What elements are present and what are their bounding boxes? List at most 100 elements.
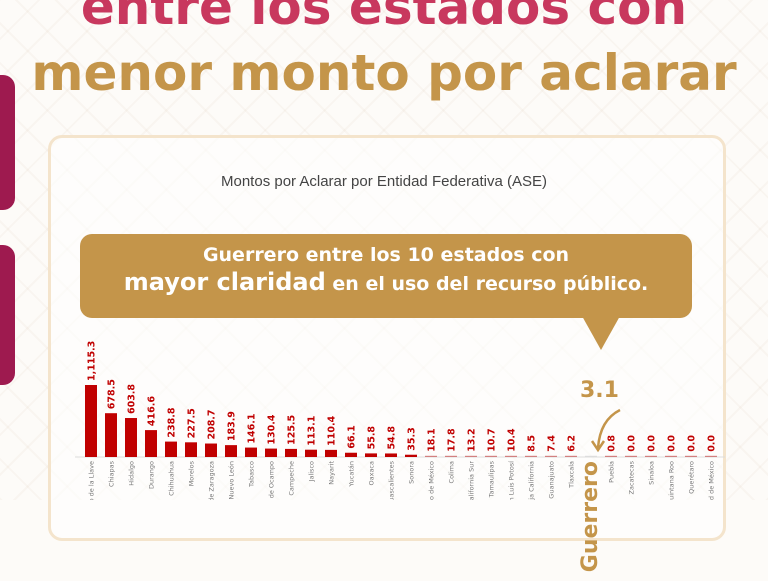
category-label: Estado de México [428,461,436,500]
bar-22 [525,455,537,457]
callout-line-2: mayor claridad en el uso del recurso púb… [80,268,692,296]
data-label: 8.5 [527,435,538,452]
bar-4 [165,441,177,457]
data-label: 0.0 [687,435,698,452]
data-label: 13.2 [467,428,478,451]
arrow-head-icon [590,440,606,453]
category-label: Aguascalientes [388,460,396,500]
bar-10 [285,448,297,457]
data-label: 0.8 [607,435,618,452]
data-label: 55.8 [367,426,378,450]
category-label: San Luis Potosí [508,461,516,500]
bar-24 [565,455,577,457]
data-label: 0.0 [647,435,658,452]
bar-12 [325,449,337,457]
data-label: 603.8 [127,384,138,414]
category-label: Nayarit [328,461,336,485]
title-line-1: entre los estados con [80,0,688,36]
data-label: 183.9 [227,411,238,441]
callout-box: Guerrero entre los 10 estados con mayor … [80,234,692,318]
bar-16 [405,454,417,457]
callout-rest: en el uso del recurso público. [325,273,649,295]
category-label: Oaxaca [368,461,376,486]
bar-3 [145,430,157,457]
category-label: Yucatán [348,461,356,488]
data-label: 7.4 [547,435,558,452]
category-label: Tamaulipas [488,460,496,498]
category-label: Morelos [188,460,196,486]
bar-0 [85,385,97,457]
category-label: Zacatecas [628,460,636,494]
bar-23 [545,455,557,457]
category-label: Sonora [408,461,416,484]
bar-30 [685,455,697,457]
bar-2 [125,418,137,457]
data-label: 10.4 [507,428,518,452]
bar-6 [205,443,217,457]
data-label: 17.8 [447,428,458,452]
data-label: 238.8 [167,407,178,437]
category-label: Coahuila de Zaragoza [208,461,216,500]
bar-18 [445,455,457,457]
category-label: Querétaro [688,461,696,494]
data-label: 35.3 [407,427,418,450]
category-label: Guanajuato [548,461,556,499]
bar-13 [345,452,357,457]
data-label: 6.2 [567,435,578,452]
bar-5 [185,442,197,457]
callout-emphasis: mayor claridad [123,268,326,296]
data-label: 66.1 [347,425,358,448]
callout-pointer [582,316,620,350]
category-label: Nuevo León [228,461,236,499]
category-label: Quintana Roo [668,461,676,500]
title-line-2: menor monto por aclarar [31,44,737,102]
bar-8 [245,447,257,457]
bar-chart: 1,115.3 Veracruz de Ignacio de la Llave 67… [75,341,725,500]
bar-26 [605,455,617,457]
data-label: 208.7 [207,409,218,439]
bar-17 [425,455,437,457]
data-label: 146.1 [247,414,258,444]
bar-19 [465,455,477,457]
category-label: Puebla [608,461,616,483]
bar-14 [365,453,377,457]
category-label: Michoacán de Ocampo [268,461,276,500]
data-label: 0.0 [667,435,678,452]
category-label: Tlaxcala [568,461,576,489]
data-label: 678.5 [107,379,118,409]
data-label: 227.5 [187,408,198,438]
category-label: Sinaloa [648,461,656,485]
data-label: 110.4 [327,415,338,445]
data-label: 0.0 [707,435,718,452]
category-label: Colima [448,461,456,483]
bar-20 [485,455,497,457]
category-label: Ciudad de México [708,461,716,500]
data-label: 0.0 [627,435,638,452]
arrow-icon [596,408,621,449]
bar-29 [665,455,677,457]
callout-line-1: Guerrero entre los 10 estados con [202,244,570,266]
category-label: Hidalgo [128,461,136,486]
chart-title: Montos por Aclarar por Entidad Federativ… [221,173,547,190]
category-label: Baja California [528,461,536,500]
category-label: Campeche [288,461,296,496]
bar-25 [585,455,597,457]
bar-21 [505,455,517,457]
data-label: 113.1 [307,416,318,446]
category-label: Chihuahua [168,461,176,496]
highlight-value: 3.1 [580,378,619,403]
bar-11 [305,449,317,457]
data-label: 18.1 [427,428,438,451]
bar-31 [705,455,717,457]
category-label: Veracruz de Ignacio de la Llave [88,461,96,500]
side-decoration [0,75,15,210]
category-label: Jalisco [308,461,316,482]
category-label: Durango [148,461,156,489]
bar-28 [645,455,657,457]
side-decoration [0,245,15,385]
highlight-label: Guerrero [578,461,603,573]
category-label: Tabasco [248,461,256,488]
data-label: 1,115.3 [87,341,98,381]
data-label: 125.5 [287,415,298,445]
data-label: 416.6 [147,396,158,426]
